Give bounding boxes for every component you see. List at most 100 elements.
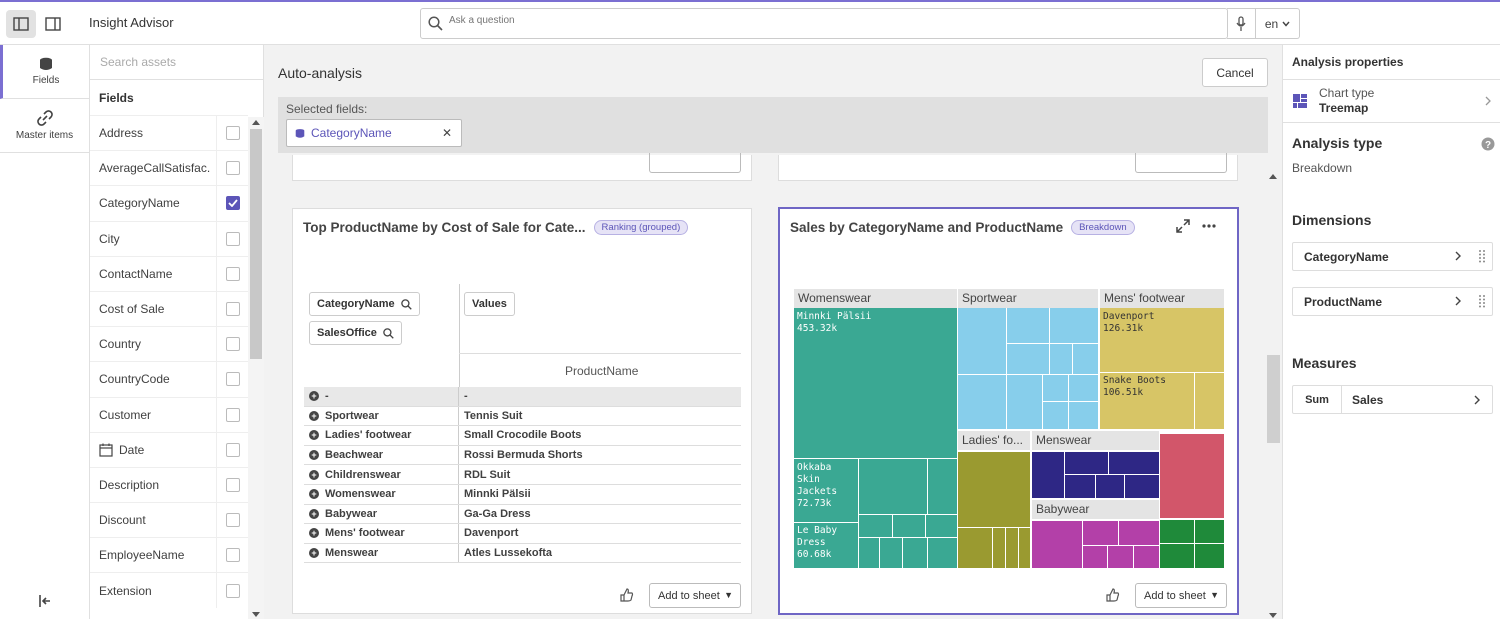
treemap-leaf[interactable] (1069, 402, 1098, 429)
field-checkbox[interactable] (225, 302, 240, 317)
treemap-leaf[interactable] (859, 538, 879, 568)
treemap-leaf[interactable] (958, 375, 1006, 429)
field-list-item[interactable]: Date (90, 431, 248, 467)
pivot-row-header[interactable]: + Womenswear (304, 484, 459, 504)
more-options-icon[interactable] (1202, 224, 1216, 228)
field-checkbox-cell[interactable] (216, 256, 248, 291)
expand-icon[interactable] (1176, 219, 1190, 233)
pivot-row-header[interactable]: + Childrenswear (304, 465, 459, 484)
help-icon[interactable]: ? (1481, 137, 1495, 151)
pivot-row-header[interactable]: + Mens' footwear (304, 524, 459, 543)
field-checkbox[interactable] (225, 477, 240, 492)
field-list-item[interactable]: Discount (90, 502, 248, 538)
main-scroll-thumb[interactable] (1267, 355, 1280, 443)
thumbs-icon[interactable] (1105, 587, 1121, 603)
main-scrollbar[interactable] (1265, 165, 1281, 619)
treemap-leaf[interactable] (1050, 308, 1098, 343)
treemap-leaf[interactable] (794, 459, 858, 522)
ask-question-box[interactable] (420, 8, 1228, 39)
field-list-item[interactable]: City (90, 220, 248, 256)
treemap-leaf[interactable] (958, 528, 992, 568)
field-checkbox-cell[interactable] (216, 503, 248, 538)
measure-aggregation[interactable]: Sum (1293, 386, 1342, 413)
drag-handle-icon[interactable] (1478, 294, 1488, 308)
field-list-item[interactable]: Description (90, 466, 248, 503)
values-chip[interactable]: Values (464, 292, 515, 316)
add-to-sheet-button-partial[interactable] (1135, 153, 1227, 173)
field-list-item[interactable]: Customer (90, 396, 248, 432)
field-checkbox-cell[interactable] (216, 151, 248, 186)
field-checkbox-cell[interactable] (216, 432, 248, 467)
field-checkbox[interactable] (225, 583, 240, 598)
field-checkbox-cell[interactable] (216, 116, 248, 151)
treemap-leaf[interactable] (1043, 402, 1068, 429)
expand-plus-icon[interactable]: + (309, 489, 319, 500)
treemap-leaf[interactable] (1108, 546, 1133, 568)
field-checkbox[interactable] (225, 548, 240, 563)
pivot-row-header[interactable]: + Beachwear (304, 445, 459, 465)
measure-item[interactable]: Sum Sales (1292, 385, 1493, 414)
field-checkbox[interactable] (225, 266, 240, 281)
field-checkbox[interactable] (225, 337, 240, 352)
field-list-item[interactable]: Extension (90, 572, 248, 608)
field-checkbox[interactable] (225, 513, 240, 528)
ranking-card[interactable]: Top ProductName by Cost of Sale for Cate… (292, 208, 752, 614)
breakdown-card[interactable]: Sales by CategoryName and ProductName Bre… (778, 207, 1239, 615)
treemap-leaf[interactable] (859, 459, 927, 514)
fields-scroll-thumb[interactable] (250, 129, 262, 359)
field-list-item[interactable]: Cost of Sale (90, 290, 248, 327)
treemap-leaf[interactable] (1032, 452, 1064, 498)
chart-type-selector[interactable]: Chart type Treemap (1283, 80, 1500, 123)
collapse-nav-button[interactable] (38, 594, 52, 611)
add-to-sheet-button[interactable]: Add to sheet ▼ (1135, 583, 1227, 608)
treemap-leaf[interactable] (794, 523, 858, 568)
treemap-leaf[interactable] (928, 459, 957, 514)
treemap-leaf[interactable] (1007, 344, 1049, 374)
remove-field-icon[interactable]: ✕ (441, 126, 452, 140)
treemap-leaf[interactable] (1160, 434, 1224, 518)
nav-fields[interactable]: Fields (0, 45, 89, 99)
ask-question-input[interactable] (449, 15, 1149, 26)
treemap-leaf[interactable] (926, 515, 957, 537)
treemap-leaf[interactable] (893, 515, 925, 537)
treemap-leaf[interactable] (880, 538, 902, 568)
field-checkbox-cell[interactable] (216, 573, 248, 608)
treemap-leaf[interactable] (1007, 308, 1049, 343)
treemap-group-ladies[interactable] (958, 452, 1030, 568)
expand-plus-icon[interactable]: + (309, 528, 319, 539)
toggle-left-panel-button[interactable] (6, 10, 36, 38)
field-checkbox[interactable] (225, 196, 240, 211)
field-checkbox[interactable] (225, 231, 240, 246)
treemap-leaf[interactable] (903, 538, 927, 568)
dimension-item[interactable]: CategoryName (1292, 242, 1493, 271)
treemap-leaf[interactable] (1069, 375, 1098, 401)
treemap-leaf[interactable] (1065, 475, 1095, 498)
field-checkbox[interactable] (225, 407, 240, 422)
treemap-leaf[interactable] (1073, 344, 1098, 374)
treemap-leaf[interactable] (1100, 308, 1224, 372)
treemap-leaf[interactable] (794, 308, 957, 458)
expand-plus-icon[interactable]: + (309, 391, 319, 402)
treemap-leaf[interactable] (958, 452, 1030, 527)
drag-handle-icon[interactable] (1478, 249, 1488, 263)
pivot-row-header[interactable]: + Ladies' footwear (304, 426, 459, 445)
field-checkbox[interactable] (225, 442, 240, 457)
treemap-leaf[interactable] (1134, 546, 1159, 568)
treemap-leaf[interactable] (1119, 521, 1159, 545)
field-checkbox-cell[interactable] (216, 291, 248, 327)
field-list-item[interactable]: CategoryName (90, 185, 248, 221)
microphone-button[interactable] (1227, 8, 1256, 39)
treemap-chart[interactable]: Womenswear Sportwear Mens' footwear Minn… (794, 289, 1224, 568)
treemap-leaf[interactable] (1109, 452, 1159, 474)
treemap-leaf[interactable] (859, 515, 892, 537)
treemap-group-babywear[interactable] (1032, 521, 1159, 568)
treemap-leaf[interactable] (1032, 521, 1082, 568)
fields-scrollbar[interactable] (248, 117, 264, 619)
treemap-leaf[interactable] (1083, 546, 1107, 568)
treemap-leaf[interactable] (958, 308, 1006, 374)
expand-plus-icon[interactable]: + (309, 430, 319, 441)
treemap-leaf[interactable] (993, 528, 1005, 568)
expand-plus-icon[interactable]: + (309, 450, 319, 461)
selected-field-chip[interactable]: CategoryName ✕ (286, 119, 462, 147)
nav-master-items[interactable]: Master items (0, 99, 89, 153)
